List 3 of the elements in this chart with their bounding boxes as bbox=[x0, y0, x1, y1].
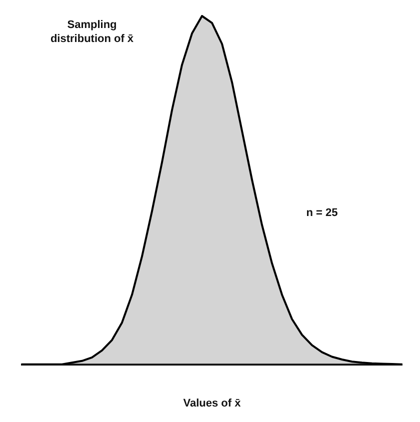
annotation: Sampling distribution of x̄ bbox=[50, 19, 134, 45]
x-axis-title: Values of x̄ bbox=[183, 397, 242, 410]
annotation: n = 25 bbox=[306, 207, 338, 219]
